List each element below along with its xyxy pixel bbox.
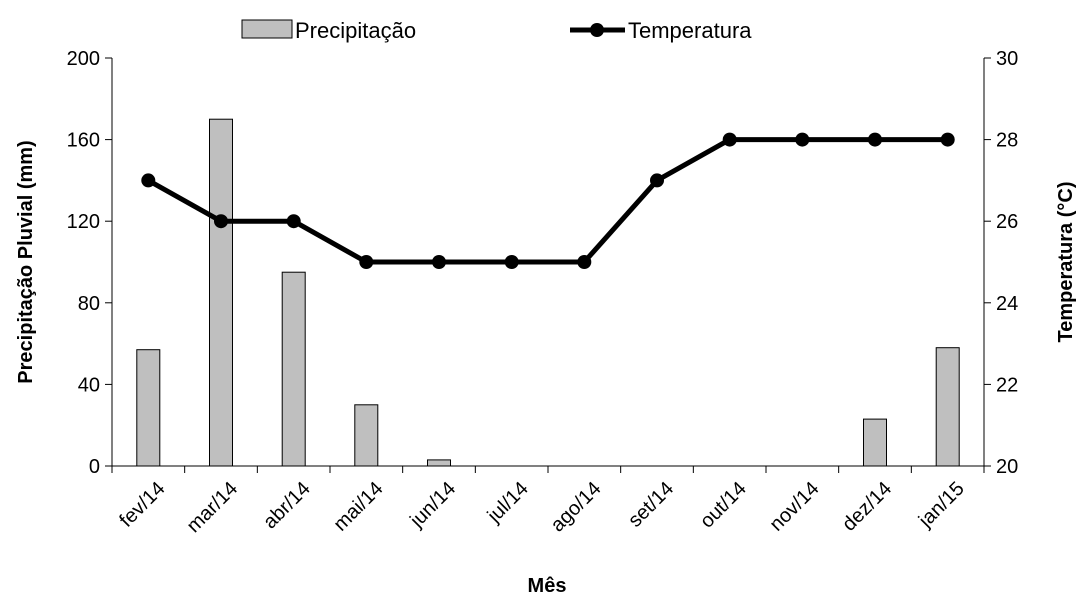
x-tick-label-jan/15: jan/15 — [914, 478, 969, 533]
x-tick-label-jun/14: jun/14 — [405, 478, 460, 533]
temperature-line-group — [141, 132, 955, 269]
x-tick-label-ago/14: ago/14 — [547, 478, 606, 537]
y-axis-right-title: Temperatura (°C) — [1055, 182, 1077, 343]
bar-jan/15 — [935, 347, 960, 467]
x-tick-label-mar/14: mar/14 — [183, 478, 243, 538]
bar-dez/14 — [863, 418, 887, 467]
y-left-tick-label-160: 160 — [67, 130, 100, 152]
x-tick-label-mai/14: mai/14 — [329, 478, 387, 536]
bar-abr/14 — [281, 271, 306, 467]
bar-jun/14 — [427, 459, 451, 467]
temperature-line — [147, 137, 948, 265]
y-right-tick-label-24: 24 — [996, 293, 1018, 315]
temperature-point-ago/14 — [577, 255, 592, 269]
y-left-tick-label-120: 120 — [67, 211, 100, 233]
y-right-tick-label-26: 26 — [996, 211, 1018, 233]
temperature-point-nov/14 — [795, 132, 810, 147]
y-right-tick-label-28: 28 — [996, 130, 1018, 152]
bar-fev/14 — [136, 349, 161, 467]
y-left-tick-label-80: 80 — [78, 293, 100, 315]
legend-precipitation-label: Precipitação — [295, 18, 416, 43]
precipitation-bars — [136, 118, 960, 467]
y-left-tick-label-40: 40 — [78, 374, 100, 396]
temperature-point-fev/14 — [141, 173, 156, 188]
x-tick-label-out/14: out/14 — [696, 478, 751, 533]
x-tick-label-abr/14: abr/14 — [259, 478, 315, 534]
temperature-point-mai/14 — [359, 255, 374, 269]
x-tick-label-dez/14: dez/14 — [838, 478, 896, 536]
x-tick-label-jul/14: jul/14 — [483, 478, 533, 528]
x-axis-title: Mês — [528, 575, 567, 597]
y-left-tick-label-200: 200 — [67, 48, 100, 70]
temperature-point-abr/14 — [286, 214, 301, 229]
y-axis-left-title: Precipitação Pluvial (mm) — [15, 140, 37, 383]
bar-mar/14 — [209, 118, 233, 467]
y-left-tick-label-0: 0 — [89, 456, 100, 478]
temperature-point-jun/14 — [432, 255, 446, 269]
temperature-point-jul/14 — [504, 255, 519, 269]
y-right-tick-label-20: 20 — [996, 456, 1018, 478]
temperature-point-dez/14 — [868, 132, 882, 147]
bar-mai/14 — [354, 404, 379, 467]
temperature-point-set/14 — [650, 173, 664, 188]
x-tick-label-fev/14: fev/14 — [115, 478, 169, 532]
legend-temperature-swatch-marker — [590, 23, 604, 37]
temperature-point-jan/15 — [940, 132, 955, 147]
temperature-point-out/14 — [722, 132, 737, 147]
x-tick-label-nov/14: nov/14 — [765, 478, 823, 536]
x-tick-label-set/14: set/14 — [624, 478, 678, 532]
legend-precipitation-swatch — [241, 19, 293, 39]
y-right-tick-label-22: 22 — [996, 374, 1018, 396]
legend: Precipitação Temperatura — [241, 18, 752, 43]
temperature-point-mar/14 — [214, 214, 228, 229]
y-right-tick-label-30: 30 — [996, 48, 1018, 70]
legend-temperature-label: Temperatura — [628, 18, 752, 43]
